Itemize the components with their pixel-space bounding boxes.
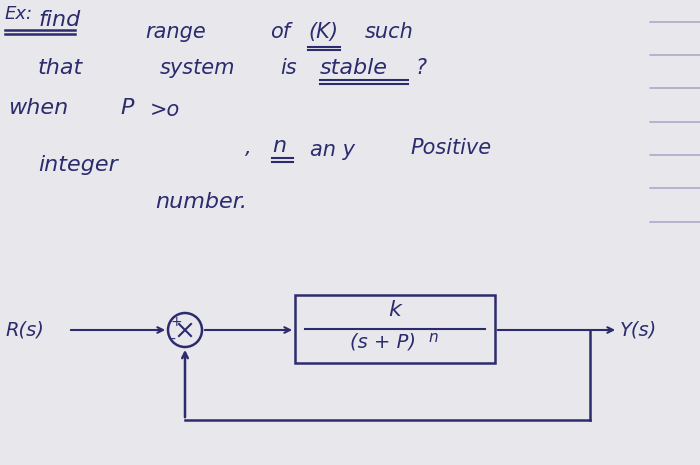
- Text: P: P: [120, 98, 134, 118]
- Text: n: n: [272, 136, 286, 156]
- Text: -: -: [170, 333, 175, 347]
- Text: R(s): R(s): [5, 320, 44, 339]
- Text: find: find: [38, 10, 80, 30]
- Text: (s + P): (s + P): [350, 332, 416, 351]
- Text: k: k: [389, 300, 401, 320]
- Text: range: range: [145, 22, 206, 42]
- Text: number.: number.: [155, 192, 247, 212]
- Text: Y(s): Y(s): [620, 320, 657, 339]
- Text: >o: >o: [150, 100, 181, 120]
- Text: is: is: [280, 58, 297, 78]
- Text: an y: an y: [310, 140, 355, 160]
- Text: +: +: [171, 315, 183, 329]
- Text: that: that: [38, 58, 83, 78]
- Text: n: n: [428, 330, 438, 345]
- Text: of: of: [270, 22, 290, 42]
- Bar: [295, 295, 495, 363]
- Text: ?: ?: [415, 58, 426, 78]
- Text: such: such: [365, 22, 414, 42]
- Text: system: system: [160, 58, 235, 78]
- Text: Ex:: Ex:: [5, 5, 33, 23]
- Text: stable: stable: [320, 58, 388, 78]
- Text: (K): (K): [308, 22, 338, 42]
- Text: integer: integer: [38, 155, 118, 175]
- Text: ,: ,: [245, 138, 251, 158]
- Text: when: when: [8, 98, 69, 118]
- Text: Positive: Positive: [410, 138, 491, 158]
